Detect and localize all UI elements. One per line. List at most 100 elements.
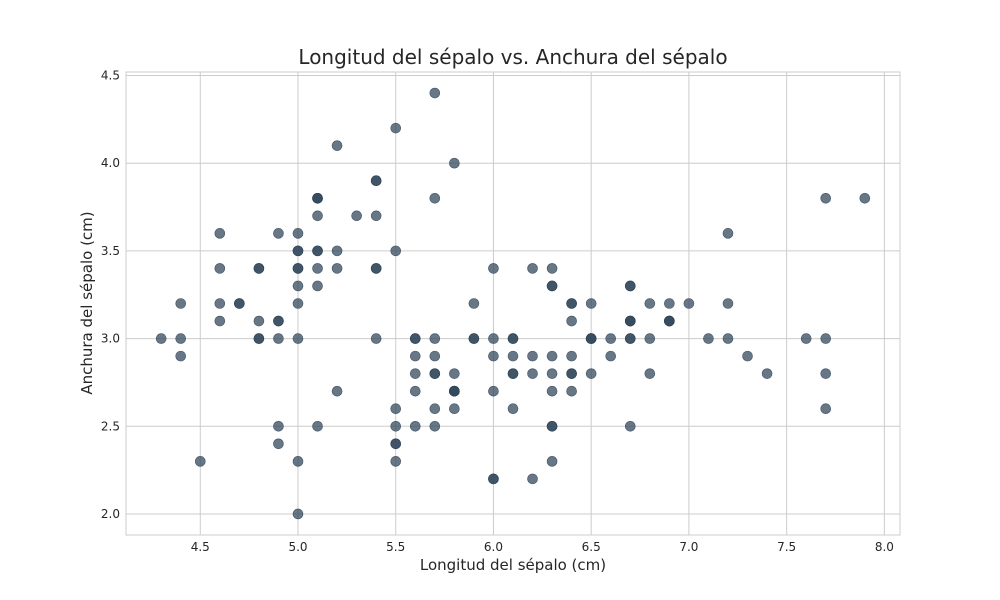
data-point: [175, 333, 187, 344]
data-point: [429, 420, 441, 432]
data-point: [644, 368, 656, 379]
data-points: [155, 87, 871, 520]
data-point: [390, 122, 402, 134]
data-point: [449, 385, 460, 397]
data-point: [292, 263, 304, 274]
x-axis-ticks: 4.5 5.0 5.5 6.0 6.5 7.0 7.5 8.0: [191, 540, 894, 554]
data-point: [742, 350, 753, 362]
data-point: [155, 333, 167, 344]
data-point: [585, 333, 597, 344]
data-point: [449, 157, 460, 169]
data-point: [664, 315, 675, 327]
x-tick-label: 8.0: [875, 540, 894, 554]
data-point: [194, 456, 206, 467]
data-point: [390, 420, 402, 432]
data-point: [253, 263, 265, 274]
data-point: [370, 175, 382, 187]
data-point: [527, 368, 538, 379]
data-point: [820, 368, 832, 379]
data-point: [566, 368, 577, 379]
data-point: [488, 385, 499, 397]
data-point: [312, 263, 323, 274]
data-point: [292, 508, 304, 520]
data-point: [331, 245, 343, 257]
data-point: [370, 333, 382, 344]
data-point: [566, 350, 577, 362]
x-tick-label: 6.0: [484, 540, 503, 554]
y-tick-label: 3.5: [101, 244, 120, 258]
data-point: [488, 350, 499, 362]
data-point: [546, 263, 558, 274]
data-point: [312, 210, 323, 222]
data-point: [488, 333, 499, 344]
y-axis-ticks: 2.0 2.5 3.0 3.5 4.0 4.5: [101, 69, 120, 521]
data-point: [566, 385, 577, 397]
data-point: [546, 456, 558, 467]
data-point: [859, 192, 871, 204]
data-point: [605, 333, 617, 344]
plot-area-frame: [125, 71, 901, 536]
data-point: [429, 403, 441, 415]
data-point: [624, 333, 636, 344]
data-point: [312, 280, 323, 292]
data-point: [507, 368, 519, 379]
data-point: [644, 298, 656, 309]
data-point: [390, 438, 402, 450]
y-tick-label: 4.0: [101, 156, 120, 170]
data-point: [409, 368, 421, 379]
x-axis-label: Longitud del sépalo (cm): [420, 556, 606, 574]
y-axis-label: Anchura del sépalo (cm): [78, 211, 96, 394]
data-point: [273, 438, 284, 450]
data-point: [292, 298, 304, 309]
y-tick-label: 2.0: [101, 507, 120, 521]
data-point: [273, 333, 284, 344]
x-tick-label: 7.5: [777, 540, 796, 554]
data-point: [664, 298, 675, 309]
x-tick-label: 7.0: [679, 540, 698, 554]
data-point: [546, 385, 558, 397]
data-point: [175, 298, 187, 309]
data-point: [683, 298, 695, 309]
data-point: [449, 403, 460, 415]
data-point: [546, 420, 558, 432]
data-point: [527, 473, 538, 485]
x-tick-label: 6.5: [582, 540, 601, 554]
data-point: [722, 333, 734, 344]
data-point: [468, 298, 480, 309]
data-point: [253, 333, 265, 344]
data-point: [644, 333, 656, 344]
x-tick-label: 5.0: [288, 540, 307, 554]
data-point: [409, 333, 421, 344]
data-point: [820, 333, 832, 344]
data-point: [585, 368, 597, 379]
data-point: [351, 210, 362, 222]
data-point: [546, 280, 558, 292]
data-point: [546, 368, 558, 379]
data-point: [331, 263, 343, 274]
data-point: [273, 420, 284, 432]
data-point: [703, 333, 714, 344]
data-point: [175, 350, 187, 362]
data-point: [488, 263, 499, 274]
data-point: [370, 263, 382, 274]
data-point: [273, 315, 284, 327]
data-point: [624, 280, 636, 292]
data-point: [429, 87, 441, 99]
data-point: [409, 385, 421, 397]
data-point: [527, 263, 538, 274]
data-point: [234, 298, 245, 309]
data-point: [292, 456, 304, 467]
data-point: [312, 192, 323, 204]
data-point: [722, 228, 734, 239]
data-point: [409, 350, 421, 362]
data-point: [312, 245, 323, 257]
data-point: [429, 350, 441, 362]
chart-title: Longitud del sépalo vs. Anchura del sépa…: [298, 45, 727, 69]
data-point: [214, 228, 226, 239]
data-point: [449, 368, 460, 379]
data-point: [390, 403, 402, 415]
data-point: [214, 298, 226, 309]
y-tick-label: 4.5: [101, 69, 120, 83]
x-tick-label: 4.5: [191, 540, 210, 554]
